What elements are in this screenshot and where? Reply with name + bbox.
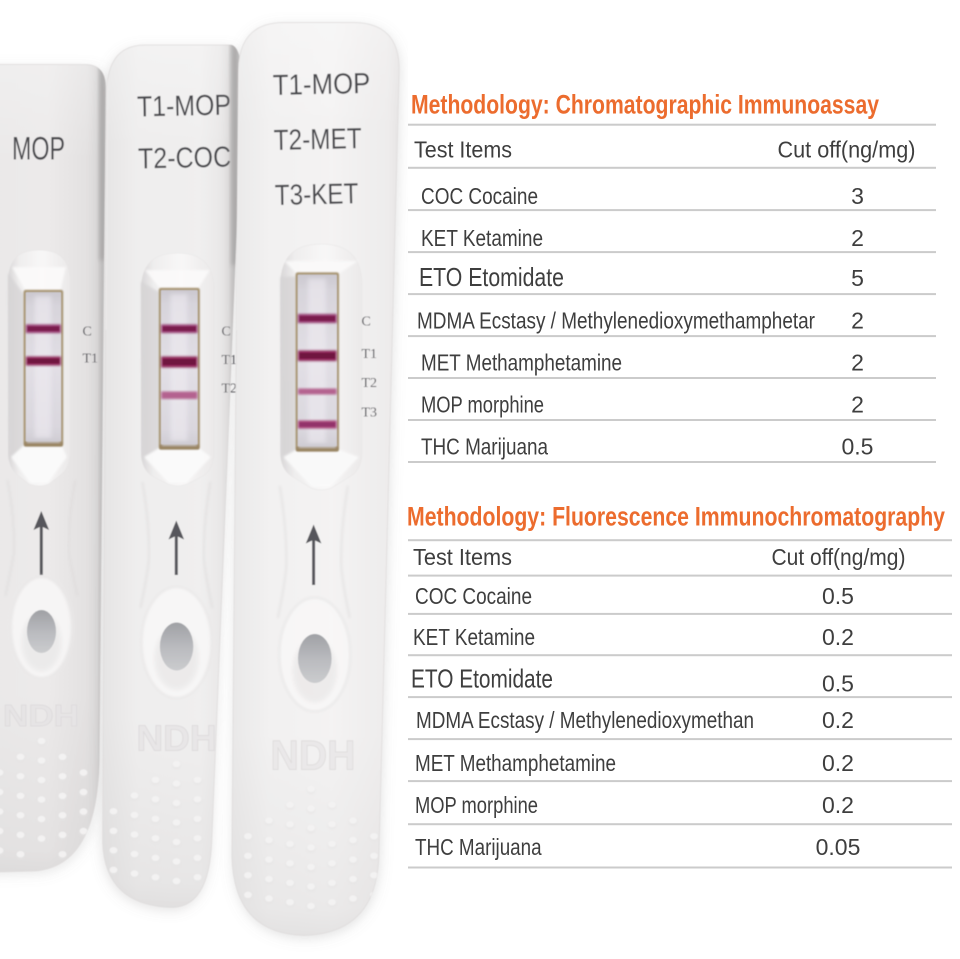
svg-text:0.5: 0.5	[822, 583, 854, 609]
svg-text:2: 2	[851, 225, 864, 251]
svg-text:COC Cocaine: COC Cocaine	[421, 183, 538, 209]
svg-text:Cut off(ng/mg): Cut off(ng/mg)	[772, 544, 906, 570]
svg-text:T1-MOP: T1-MOP	[273, 68, 371, 102]
svg-text:0.5: 0.5	[822, 671, 854, 697]
svg-text:Methodology: Fluorescence Immu: Methodology: Fluorescence Immunochromato…	[407, 501, 945, 531]
svg-text:Cut off(ng/mg): Cut off(ng/mg)	[778, 137, 916, 163]
svg-text:MET Methamphetamine: MET Methamphetamine	[421, 349, 622, 375]
svg-text:0.2: 0.2	[822, 707, 854, 733]
svg-text:T3: T3	[362, 406, 378, 421]
svg-text:MOP morphine: MOP morphine	[421, 391, 544, 417]
svg-text:2: 2	[851, 349, 864, 375]
svg-text:T1-MOP: T1-MOP	[137, 90, 232, 124]
svg-text:0.2: 0.2	[822, 624, 854, 650]
svg-text:THC Marijuana: THC Marijuana	[421, 433, 548, 459]
svg-text:2: 2	[851, 391, 864, 417]
svg-text:5: 5	[851, 265, 864, 291]
svg-text:0.2: 0.2	[822, 750, 854, 776]
svg-text:KET Ketamine: KET Ketamine	[421, 225, 543, 251]
svg-text:Methodology: Chromatographic I: Methodology: Chromatographic Immunoassay	[411, 89, 879, 119]
svg-text:ETO Etomidate: ETO Etomidate	[411, 664, 553, 694]
svg-text:3: 3	[851, 183, 864, 209]
svg-text:ETO Etomidate: ETO Etomidate	[419, 262, 564, 292]
svg-text:MDMA Ecstasy / Methylenedioxym: MDMA Ecstasy / Methylenedioxymethan	[416, 707, 754, 733]
svg-text:2: 2	[851, 307, 864, 333]
svg-text:0.05: 0.05	[816, 834, 861, 860]
svg-text:0.5: 0.5	[842, 433, 874, 459]
svg-text:0.2: 0.2	[822, 792, 854, 818]
svg-text:Test Items: Test Items	[413, 544, 512, 570]
svg-text:COC Cocaine: COC Cocaine	[415, 583, 532, 609]
svg-text:T2-MET: T2-MET	[273, 123, 362, 157]
svg-text:T2-COC: T2-COC	[138, 142, 232, 176]
svg-text:T3-KET: T3-KET	[275, 178, 359, 212]
svg-text:NDH: NDH	[271, 732, 356, 779]
svg-text:C: C	[83, 325, 92, 340]
svg-text:THC Marijuana: THC Marijuana	[415, 834, 542, 860]
svg-text:KET Ketamine: KET Ketamine	[413, 624, 535, 650]
svg-text:NDH: NDH	[137, 718, 217, 759]
svg-text:Test Items: Test Items	[414, 137, 512, 163]
svg-text:MOP morphine: MOP morphine	[415, 792, 538, 818]
svg-text:T2: T2	[362, 376, 378, 391]
svg-text:C: C	[362, 315, 371, 330]
svg-text:T1: T1	[362, 347, 378, 362]
svg-text:MDMA Ecstasy / Methylenedioxym: MDMA Ecstasy / Methylenedioxymethampheta…	[417, 307, 815, 333]
svg-text:MOP: MOP	[12, 130, 65, 166]
svg-text:NDH: NDH	[3, 699, 79, 733]
svg-text:MET Methamphetamine: MET Methamphetamine	[415, 750, 616, 776]
